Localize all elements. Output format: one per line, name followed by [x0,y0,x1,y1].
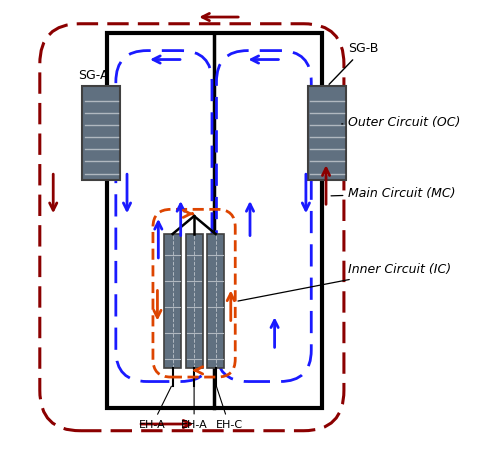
Text: SG-B: SG-B [329,42,379,84]
Text: Inner Circuit (IC): Inner Circuit (IC) [238,263,452,301]
Bar [107,33,322,408]
Bar [186,234,202,368]
Text: EH-A: EH-A [139,386,172,430]
Bar [164,234,181,368]
Bar [308,86,346,180]
Text: EH-C: EH-C [216,387,242,430]
Bar [207,234,224,368]
Text: Outer Circuit (OC): Outer Circuit (OC) [342,116,461,129]
Text: Main Circuit (MC): Main Circuit (MC) [331,187,456,200]
Text: SG-A: SG-A [78,69,108,82]
Bar [82,86,120,180]
Text: EH-A: EH-A [180,387,208,430]
